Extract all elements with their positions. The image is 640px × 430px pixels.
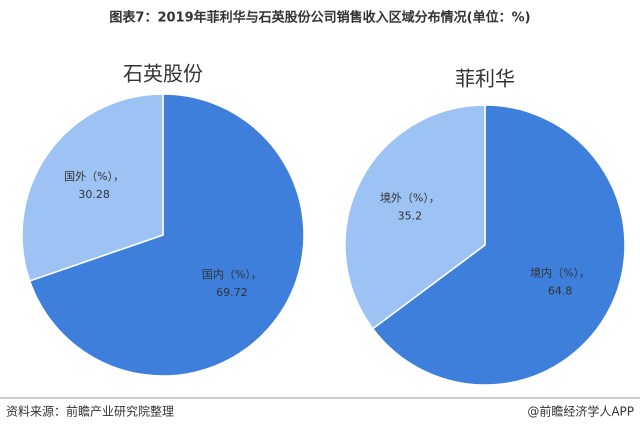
pie-slice: [344, 104, 486, 330]
pie-slice: [28, 93, 305, 377]
page-title: 图表7：2019年菲利华与石英股份公司销售收入区域分布情况(单位：%): [109, 10, 530, 26]
brand: @前瞻经济学人APP: [527, 404, 634, 419]
slice-value: 35.2: [398, 209, 423, 222]
slice-value: 30.28: [78, 188, 110, 201]
slice-label: 境内（%），: [530, 266, 590, 280]
pie-slice: [21, 93, 164, 282]
slice-label: 国内（%），: [202, 267, 262, 281]
pie-slice: [371, 104, 626, 386]
slice-value: 69.72: [216, 286, 248, 299]
source: 资料来源：前瞻产业研究院整理: [6, 404, 174, 419]
slice-label: 境外（%），: [380, 190, 440, 204]
chart-title: 菲利华: [455, 67, 515, 91]
chart-title: 石英股份: [123, 62, 203, 86]
slice-label: 国外（%），: [64, 170, 124, 183]
slice-value: 64.8: [548, 285, 573, 298]
